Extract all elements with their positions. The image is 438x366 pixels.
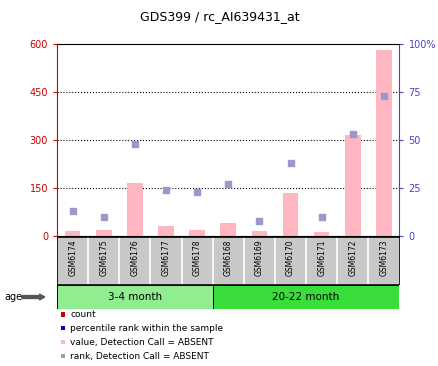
Text: GSM6178: GSM6178 bbox=[192, 239, 201, 276]
Text: GSM6169: GSM6169 bbox=[254, 239, 263, 276]
Text: 3-4 month: 3-4 month bbox=[108, 292, 162, 302]
Bar bbox=[127, 183, 142, 236]
Bar bbox=[57, 285, 212, 309]
Bar bbox=[251, 231, 267, 236]
Bar bbox=[375, 51, 391, 236]
Bar bbox=[212, 285, 399, 309]
Bar bbox=[65, 231, 80, 236]
Text: GSM6174: GSM6174 bbox=[68, 239, 77, 276]
Text: percentile rank within the sample: percentile rank within the sample bbox=[70, 324, 223, 333]
Bar bbox=[96, 230, 111, 236]
Bar bbox=[158, 227, 173, 236]
Text: GDS399 / rc_AI639431_at: GDS399 / rc_AI639431_at bbox=[139, 10, 299, 23]
Text: GSM6168: GSM6168 bbox=[223, 239, 232, 276]
Text: value, Detection Call = ABSENT: value, Detection Call = ABSENT bbox=[70, 338, 213, 347]
Text: GSM6175: GSM6175 bbox=[99, 239, 108, 276]
Bar bbox=[344, 135, 360, 236]
Bar bbox=[220, 223, 236, 236]
Bar bbox=[313, 232, 328, 236]
Bar bbox=[189, 230, 205, 236]
Text: GSM6170: GSM6170 bbox=[286, 239, 294, 276]
Point bbox=[69, 208, 76, 214]
Point bbox=[349, 131, 356, 137]
Text: age: age bbox=[4, 292, 22, 302]
Point bbox=[380, 93, 387, 99]
Text: 20-22 month: 20-22 month bbox=[272, 292, 339, 302]
Point bbox=[162, 187, 169, 193]
Point bbox=[131, 141, 138, 147]
Bar bbox=[282, 193, 298, 236]
Text: GSM6176: GSM6176 bbox=[130, 239, 139, 276]
Text: GSM6177: GSM6177 bbox=[161, 239, 170, 276]
Point bbox=[318, 214, 325, 220]
Text: GSM6173: GSM6173 bbox=[378, 239, 388, 276]
Text: GSM6172: GSM6172 bbox=[347, 239, 357, 276]
Text: rank, Detection Call = ABSENT: rank, Detection Call = ABSENT bbox=[70, 352, 209, 361]
Point bbox=[100, 214, 107, 220]
Point bbox=[193, 189, 200, 195]
Point bbox=[255, 218, 262, 224]
Point bbox=[286, 160, 293, 166]
Text: GSM6171: GSM6171 bbox=[316, 239, 325, 276]
Text: count: count bbox=[70, 310, 96, 319]
Point bbox=[224, 181, 231, 187]
